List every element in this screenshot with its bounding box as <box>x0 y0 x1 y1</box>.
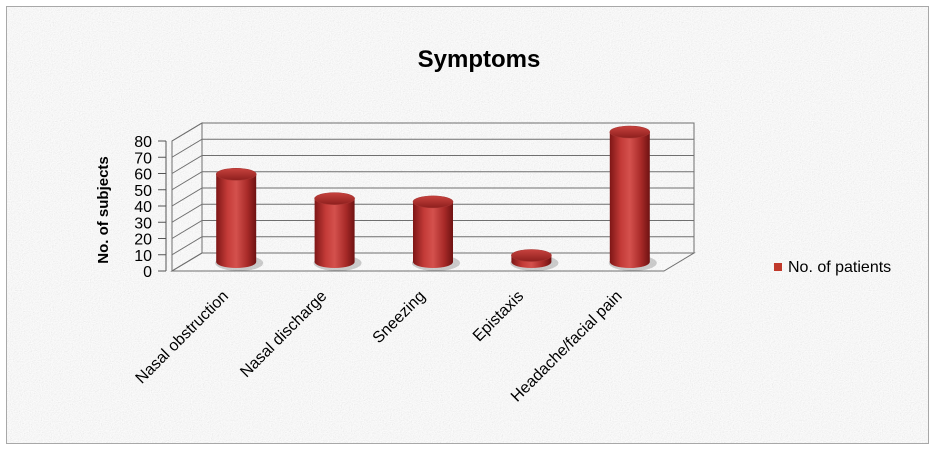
legend-label: No. of patients <box>788 259 891 276</box>
chart-svg: Symptoms No. of subjects 010203040506070… <box>7 7 928 443</box>
bar <box>215 167 264 271</box>
legend: No. of patients <box>774 259 891 276</box>
bars <box>215 125 657 271</box>
gridline <box>171 122 694 142</box>
gridline <box>171 236 694 256</box>
gridline <box>171 138 694 158</box>
bar-top <box>511 249 552 262</box>
bar <box>608 125 657 271</box>
y-tick-label: 30 <box>134 215 152 232</box>
bar-body <box>413 201 453 268</box>
y-tick-label: 50 <box>134 183 152 200</box>
chart-title: Symptoms <box>418 46 541 73</box>
gridline <box>171 203 694 223</box>
bar-body <box>314 198 355 268</box>
chart-frame: Symptoms No. of subjects 0 10 20 30 40 50 60 70… <box>6 6 929 444</box>
y-tick-label: 10 <box>134 248 152 265</box>
bar-top <box>609 125 651 139</box>
y-tick-label: 0 <box>143 264 152 281</box>
bar-body <box>216 174 257 268</box>
bar-top <box>215 167 257 181</box>
bar <box>412 195 460 271</box>
gridline <box>171 187 694 207</box>
y-axis-label: No. of subjects <box>95 156 112 264</box>
bar <box>313 192 362 271</box>
bar-body <box>609 132 650 268</box>
y-tick-label: 70 <box>134 150 152 167</box>
chart-background <box>7 7 928 443</box>
y-tick-label: 40 <box>134 199 152 216</box>
gridline <box>171 220 694 239</box>
gridline <box>171 171 694 191</box>
bar <box>510 249 559 271</box>
y-tick-label: 60 <box>134 167 152 184</box>
y-tick-label: 80 <box>134 134 152 151</box>
gridline <box>171 155 694 174</box>
bar-top <box>412 195 454 209</box>
legend-swatch <box>774 263 782 271</box>
y-tick-label: 20 <box>134 232 152 249</box>
bar-top <box>314 192 355 205</box>
